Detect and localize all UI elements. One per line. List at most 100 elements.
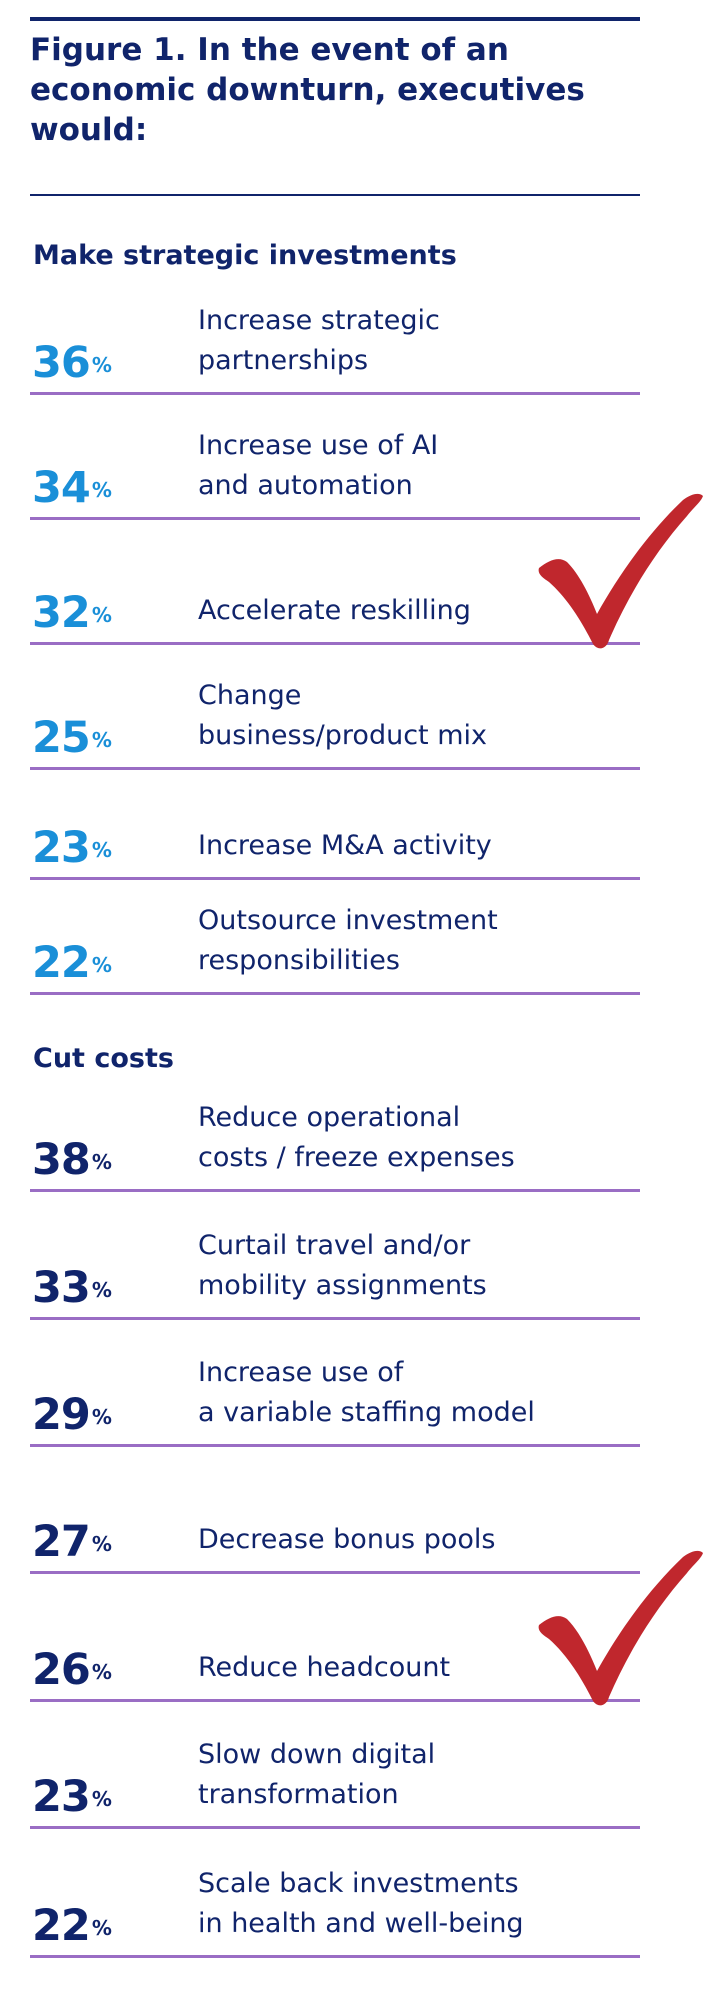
- percent-number: 25: [32, 713, 91, 763]
- row-divider: [30, 1189, 640, 1192]
- table-row: 22% Scale back investments in health and w…: [30, 1858, 640, 1958]
- row-label-line: costs / freeze expenses: [198, 1142, 515, 1173]
- percent-value: 23%: [32, 827, 112, 870]
- percent-sign: %: [91, 1405, 112, 1429]
- row-divider: [30, 992, 640, 995]
- percent-number: 22: [32, 1901, 91, 1951]
- percent-number: 32: [32, 588, 91, 638]
- row-divider: [30, 1444, 640, 1447]
- percent-sign: %: [91, 1787, 112, 1811]
- percent-value: 25%: [32, 717, 112, 760]
- percent-sign: %: [91, 353, 112, 377]
- percent-number: 33: [32, 1263, 91, 1313]
- percent-sign: %: [91, 1150, 112, 1174]
- checkmark-icon: [538, 1550, 703, 1706]
- figure-title: Figure 1. In the event of an economic do…: [30, 32, 585, 148]
- checkmark-icon: [538, 493, 703, 649]
- row-label-line: Scale back investments: [198, 1868, 519, 1899]
- percent-number: 36: [32, 338, 91, 388]
- row-divider: [30, 767, 640, 770]
- row-label-line: Slow down digital: [198, 1739, 436, 1770]
- top-rule: [30, 17, 640, 21]
- row-label-line: partnerships: [198, 345, 369, 376]
- percent-number: 34: [32, 463, 91, 513]
- row-label-line: Accelerate reskilling: [198, 595, 471, 626]
- row-label-line: transformation: [198, 1779, 399, 1810]
- percent-value: 29%: [32, 1394, 112, 1437]
- section-heading: Make strategic investments: [33, 240, 457, 271]
- percent-sign: %: [91, 728, 112, 752]
- percent-sign: %: [91, 603, 112, 627]
- row-label-line: Increase use of: [198, 1357, 404, 1388]
- row-divider: [30, 517, 640, 520]
- table-row: 22% Outsource investment responsibilities: [30, 895, 640, 995]
- row-label-line: Change: [198, 680, 302, 711]
- percent-number: 29: [32, 1390, 91, 1440]
- percent-number: 22: [32, 938, 91, 988]
- percent-sign: %: [91, 478, 112, 502]
- row-label: Curtail travel and/or mobility assignment…: [198, 1226, 487, 1306]
- percent-number: 27: [32, 1517, 91, 1567]
- percent-sign: %: [91, 1532, 112, 1556]
- row-label-line: in health and well-being: [198, 1908, 524, 1939]
- row-label: Decrease bonus pools: [198, 1520, 495, 1560]
- row-label-line: Curtail travel and/or: [198, 1230, 471, 1261]
- percent-number: 23: [32, 823, 91, 873]
- row-divider: [30, 1955, 640, 1958]
- row-divider: [30, 1826, 640, 1829]
- row-divider: [30, 642, 640, 645]
- percent-sign: %: [91, 838, 112, 862]
- row-divider: [30, 1317, 640, 1320]
- row-divider: [30, 1699, 640, 1702]
- row-label: Outsource investment responsibilities: [198, 901, 498, 981]
- table-row: 23% Slow down digital transformation: [30, 1729, 640, 1829]
- row-label-line: mobility assignments: [198, 1270, 487, 1301]
- table-row: 29% Increase use of a variable staffing mo…: [30, 1347, 640, 1447]
- percent-value: 34%: [32, 467, 112, 510]
- percent-value: 27%: [32, 1521, 112, 1564]
- row-label-line: Increase strategic: [198, 305, 440, 336]
- table-row: 32% Accelerate reskilling: [30, 545, 640, 645]
- percent-value: 22%: [32, 1905, 112, 1948]
- row-label: Increase use of AI and automation: [198, 426, 438, 506]
- row-label: Reduce headcount: [198, 1648, 450, 1688]
- percent-value: 32%: [32, 592, 112, 635]
- row-label: Reduce operational costs / freeze expense…: [198, 1098, 515, 1178]
- percent-sign: %: [91, 1278, 112, 1302]
- table-row: 33% Curtail travel and/or mobility assignm…: [30, 1220, 640, 1320]
- row-label-line: Increase M&A activity: [198, 830, 492, 861]
- table-row: 27% Decrease bonus pools: [30, 1474, 640, 1574]
- percent-value: 22%: [32, 942, 112, 985]
- table-row: 36% Increase strategic partnerships: [30, 295, 640, 395]
- row-label-line: a variable staffing model: [198, 1397, 535, 1428]
- table-row: 38% Reduce operational costs / freeze expe…: [30, 1092, 640, 1192]
- row-label-line: Reduce operational: [198, 1102, 461, 1133]
- percent-sign: %: [91, 1916, 112, 1940]
- row-label: Increase strategic partnerships: [198, 301, 440, 381]
- row-label-line: Increase use of AI: [198, 430, 439, 461]
- row-label-line: business/product mix: [198, 720, 487, 751]
- table-row: 26% Reduce headcount: [30, 1602, 640, 1702]
- percent-number: 26: [32, 1645, 91, 1695]
- percent-value: 33%: [32, 1267, 112, 1310]
- row-label: Increase use of a variable staffing model: [198, 1353, 535, 1433]
- percent-value: 38%: [32, 1139, 112, 1182]
- row-label-line: Outsource investment: [198, 905, 498, 936]
- row-label: Scale back investments in health and well…: [198, 1864, 524, 1944]
- row-divider: [30, 1571, 640, 1574]
- section-heading: Cut costs: [33, 1043, 174, 1074]
- table-row: 25% Change business/product mix: [30, 670, 640, 770]
- percent-value: 36%: [32, 342, 112, 385]
- percent-value: 26%: [32, 1649, 112, 1692]
- table-row: 34% Increase use of AI and automation: [30, 420, 640, 520]
- percent-value: 23%: [32, 1776, 112, 1819]
- row-label-line: Decrease bonus pools: [198, 1524, 496, 1555]
- title-rule: [30, 194, 640, 196]
- percent-number: 23: [32, 1772, 91, 1822]
- row-label-line: and automation: [198, 470, 413, 501]
- row-label: Increase M&A activity: [198, 826, 492, 866]
- table-row: 23% Increase M&A activity: [30, 780, 640, 880]
- row-divider: [30, 392, 640, 395]
- row-divider: [30, 877, 640, 880]
- row-label: Slow down digital transformation: [198, 1735, 435, 1815]
